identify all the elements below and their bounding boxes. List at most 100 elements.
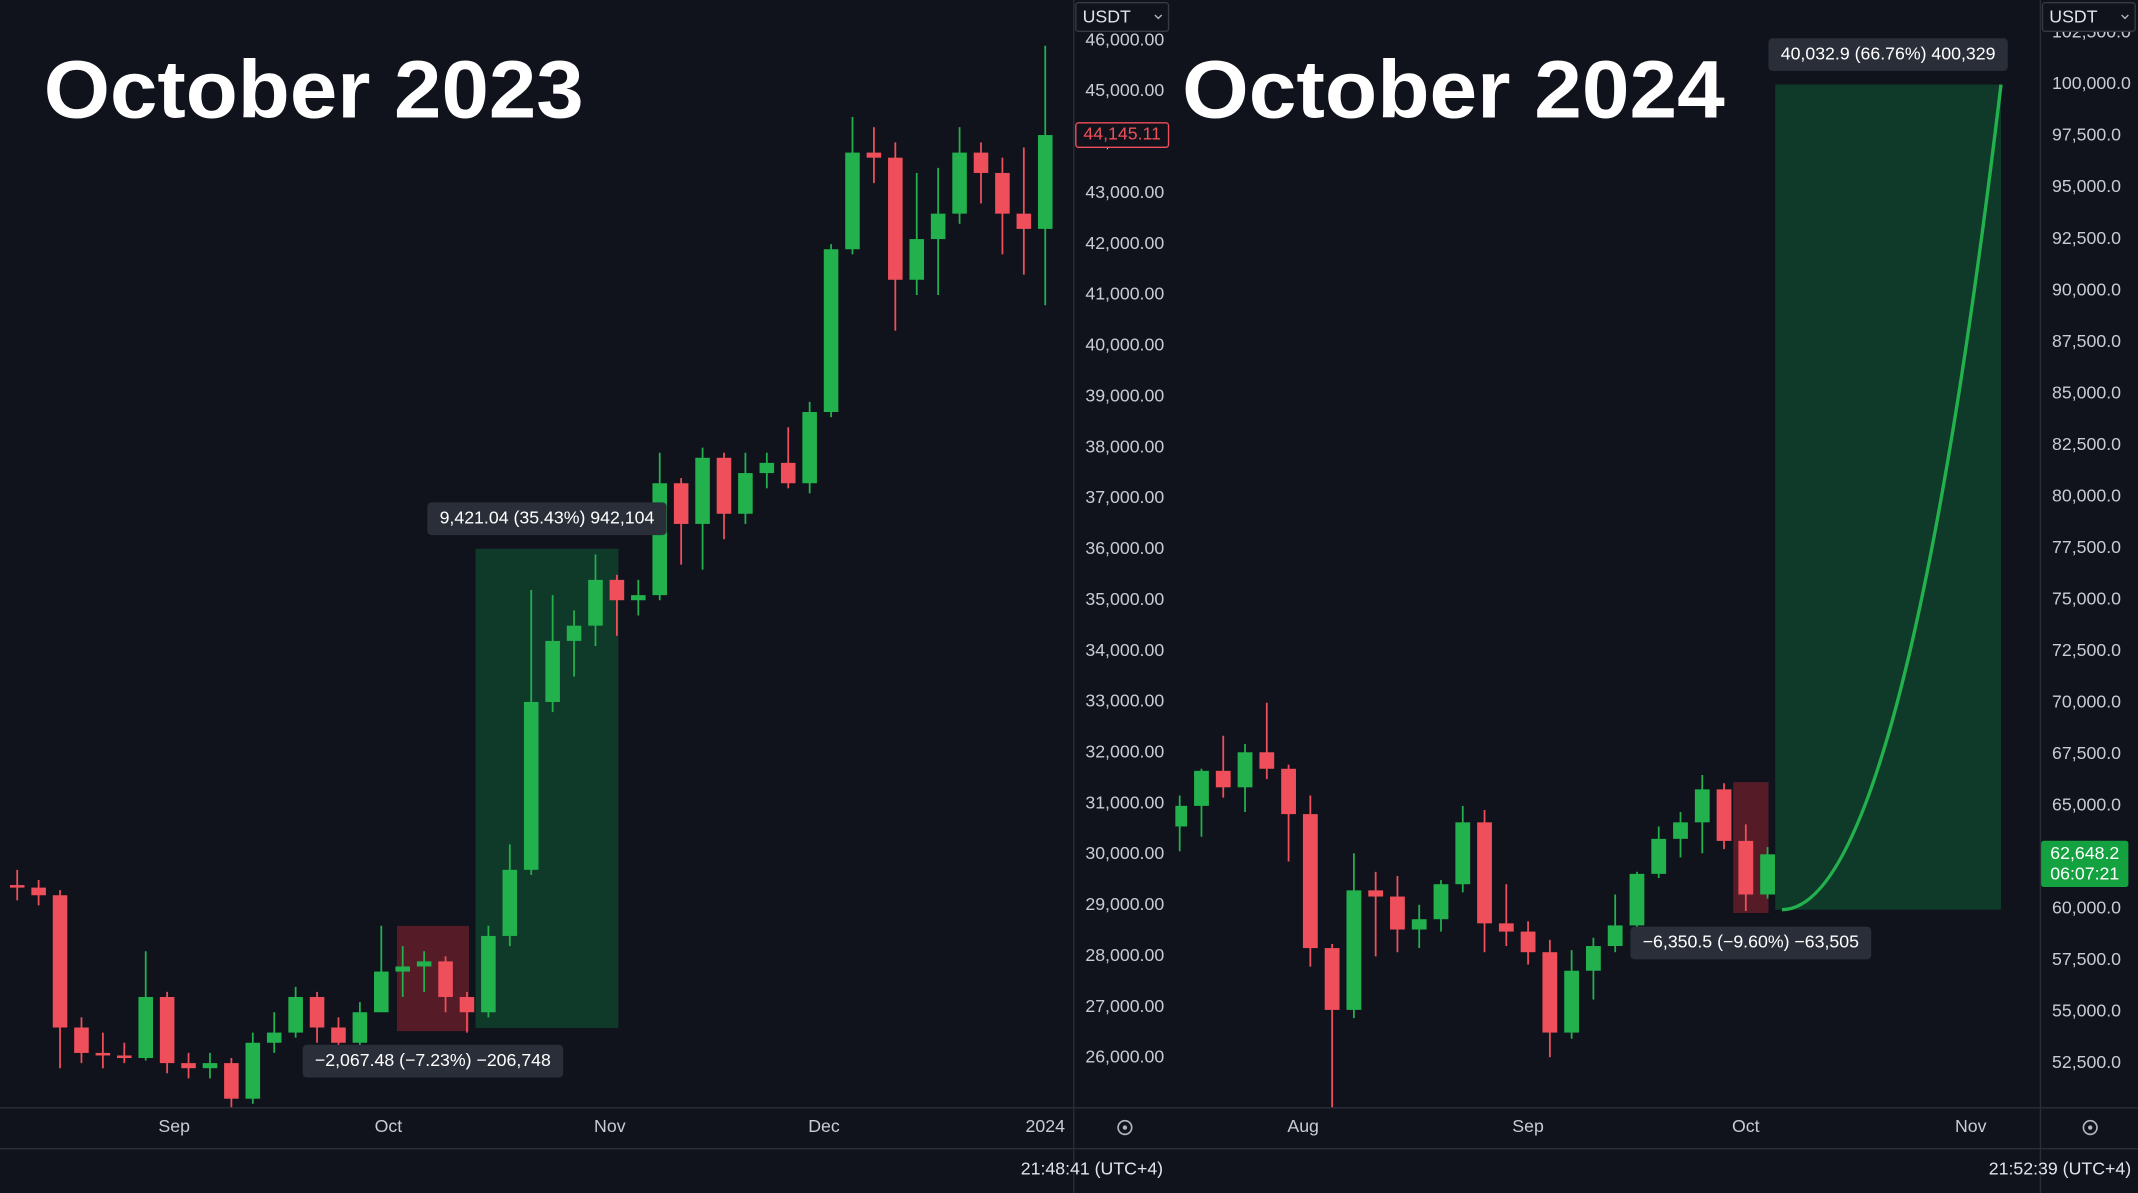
candle-body (1629, 873, 1645, 926)
currency-selector[interactable] (1075, 2, 1170, 33)
last-price-label: 62,648.2 (2050, 843, 2119, 863)
candle-body (416, 961, 432, 967)
candle-body (245, 1042, 261, 1099)
currency-label: USDT (1083, 6, 1131, 26)
icon-ring (2082, 1119, 2098, 1136)
y-tick-label: 32,000.00 (1085, 742, 1164, 762)
y-tick-label: 65,000.0 (2052, 795, 2121, 815)
candle-body (1738, 840, 1754, 895)
last-price-label: 44,145.11 (1083, 124, 1161, 144)
x-tick-label: Oct (375, 1116, 403, 1136)
measure-label-bg (1768, 38, 2008, 71)
candle-body (652, 483, 668, 596)
candle-body (1346, 890, 1362, 1010)
candle-body (909, 239, 925, 280)
x-tick-label: Sep (158, 1116, 190, 1136)
candle-body (566, 625, 582, 641)
candle-body (695, 457, 710, 524)
plot-area (9, 45, 1053, 1108)
candle-body (1433, 884, 1449, 920)
y-tick-label: 36,000.00 (1085, 538, 1164, 558)
settings-icon[interactable] (1117, 1119, 1133, 1136)
overlay: −2,067.48 (−7.23%) −206,748 9,421.04 (35.… (44, 2, 2136, 1179)
candle-body (266, 1032, 282, 1043)
candle-body (1037, 135, 1053, 229)
y-tick-label: 46,000.00 (1085, 29, 1164, 49)
y-tick-label: 41,000.00 (1085, 284, 1164, 304)
x-tick-label: Nov (594, 1116, 626, 1136)
last-price-tag (1075, 122, 1170, 148)
candle-body (588, 579, 603, 626)
chart-title: October 2024 (1182, 44, 1725, 135)
candle-body (845, 152, 860, 250)
y-tick-label: 70,000.0 (2052, 691, 2121, 711)
y-tick-label: 45,000.00 (1085, 80, 1164, 100)
candle-body (1237, 752, 1253, 788)
candle-body (1175, 805, 1188, 827)
candle-body (331, 1027, 346, 1043)
candle-body (224, 1063, 239, 1099)
candle-body (1673, 822, 1688, 839)
y-tick-label: 31,000.00 (1085, 792, 1164, 812)
settings-icon[interactable] (2082, 1119, 2098, 1136)
candle-body (1368, 890, 1384, 897)
measure-label: −2,067.48 (−7.23%) −206,748 (315, 1050, 551, 1070)
candle-body (138, 996, 153, 1059)
candle-body (74, 1027, 89, 1053)
candle-body (1194, 770, 1209, 806)
clock-label: 21:48:41 (UTC+4) (1021, 1159, 1163, 1179)
candle-body (1390, 896, 1405, 930)
y-tick-label: 55,000.0 (2052, 1001, 2121, 1021)
dropdown-chevron (2121, 14, 2129, 20)
candle-body (1542, 952, 1558, 1033)
candle-body (9, 885, 25, 888)
candle-body (1607, 925, 1623, 947)
y-tick-label: 26,000.00 (1085, 1047, 1164, 1067)
candle-body (1455, 822, 1471, 885)
y-tick-label: 42,000.00 (1085, 233, 1164, 253)
candle-body (952, 152, 967, 214)
chart-title: October 2023 (44, 44, 584, 135)
y-tick-label: 34,000.00 (1085, 640, 1164, 660)
candle-body (1016, 213, 1032, 229)
x-tick-label: Sep (1512, 1116, 1544, 1136)
y-tick-label: 100,000.0 (2052, 73, 2131, 93)
clock-label: 21:52:39 (UTC+4) (1989, 1159, 2131, 1179)
candle-body (1651, 838, 1667, 874)
projection-curve (1781, 84, 2003, 912)
y-tick-label: 35,000.00 (1085, 589, 1164, 609)
currency-label: USDT (2049, 6, 2097, 26)
candle-body (352, 1012, 368, 1043)
candle-body (1694, 789, 1710, 823)
measure-label-bg (1630, 926, 1872, 960)
currency-selector[interactable] (2041, 2, 2136, 33)
measure-label: 40,032.9 (66.76%) 400,329 (1781, 43, 1996, 63)
x-tick-label: Aug (1287, 1116, 1319, 1136)
y-tick-label: 80,000.0 (2052, 485, 2121, 505)
candle-body (395, 966, 411, 972)
candle-body (1564, 970, 1580, 1033)
candle-body (802, 412, 817, 484)
y-tick-label: 40,000.00 (1085, 335, 1164, 355)
candle-body (673, 483, 689, 524)
candle-body (181, 1063, 196, 1069)
candle-body (1520, 931, 1536, 953)
x-tick-label: Oct (1732, 1116, 1760, 1136)
dropdown-chevron (1154, 14, 1163, 20)
y-tick-label: 29,000.00 (1085, 894, 1164, 914)
measure-label: −6,350.5 (−9.60%) −63,505 (1643, 932, 1859, 952)
candle-body (545, 640, 560, 702)
measure-box (396, 925, 469, 1032)
candle-body (288, 996, 303, 1033)
candle-body (888, 157, 903, 280)
x-tick-label: 2024 (1026, 1116, 1066, 1136)
y-tick-label: 92,500.0 (2052, 228, 2121, 248)
candle-body (309, 996, 325, 1028)
candle-body (1760, 854, 1775, 895)
icon-ring (1117, 1119, 1133, 1136)
y-tick-label: 77,500.0 (2052, 537, 2121, 557)
y-tick-label: 43,000.00 (1085, 182, 1164, 202)
candle-body (1585, 946, 1601, 971)
plot-area (1175, 84, 2003, 1108)
